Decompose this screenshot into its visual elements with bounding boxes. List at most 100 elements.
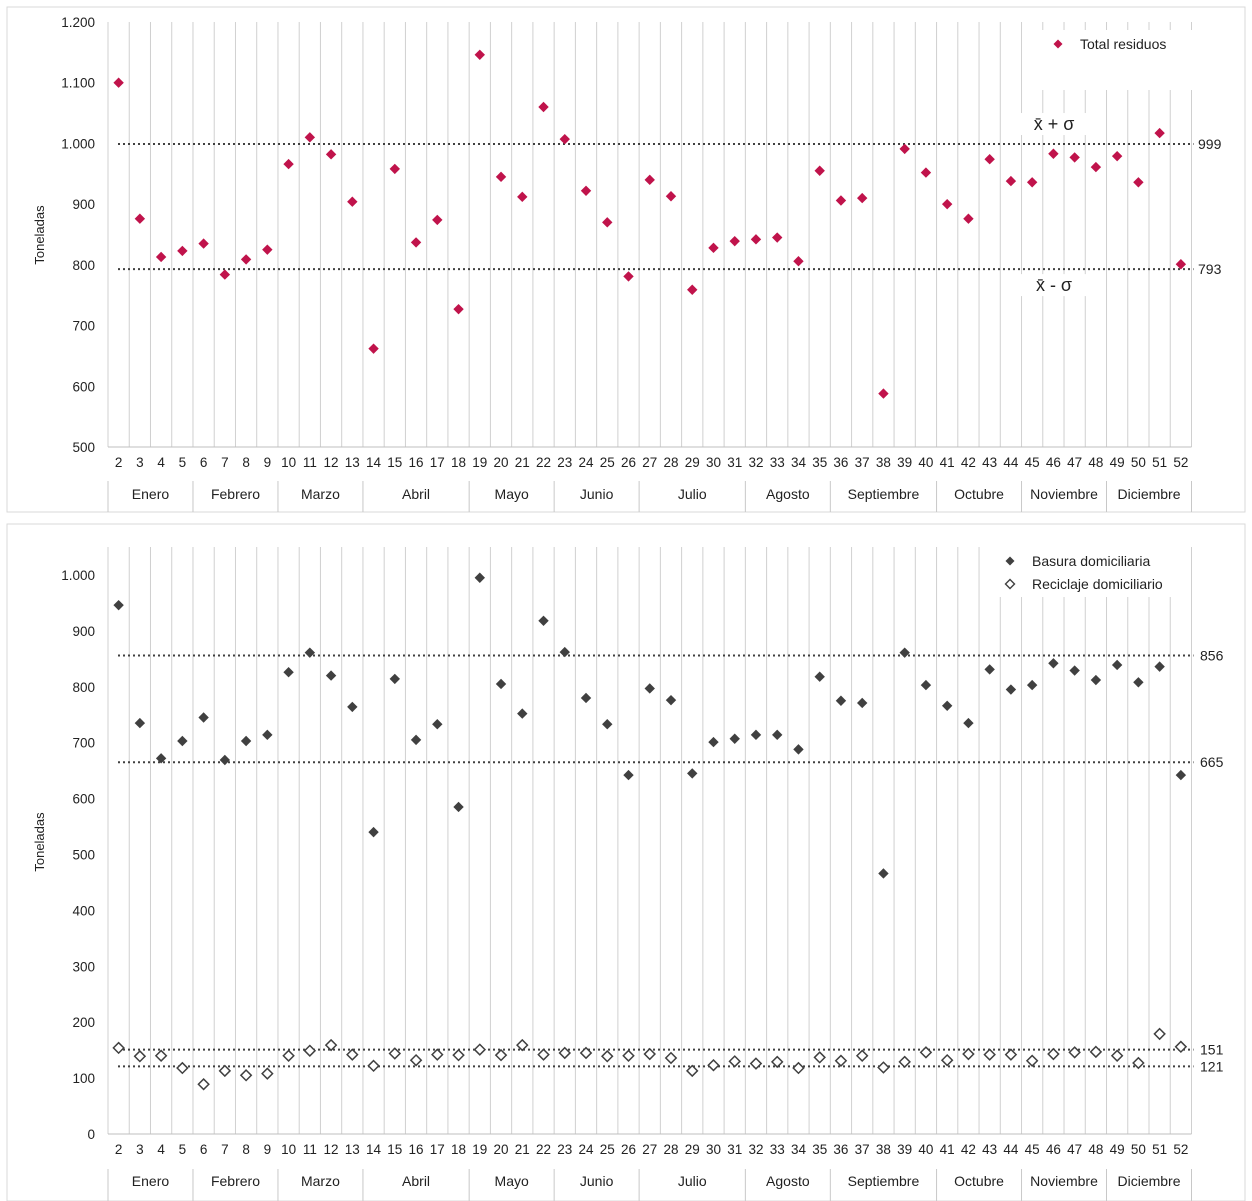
data-point — [261, 1067, 274, 1080]
x-tick-label: 35 — [812, 1142, 827, 1157]
month-label: Enero — [132, 1173, 170, 1189]
x-tick-label: 37 — [855, 1142, 870, 1157]
data-point — [1026, 679, 1038, 691]
month-label: Junio — [580, 1173, 614, 1189]
legend-marker — [1004, 578, 1016, 590]
data-point — [410, 237, 422, 248]
data-point — [708, 242, 719, 254]
data-point — [177, 735, 188, 747]
y-axis-label: Toneladas — [32, 812, 47, 872]
month-label: Marzo — [301, 486, 340, 502]
y-tick-label: 800 — [72, 680, 95, 695]
data-point — [750, 234, 762, 245]
x-tick-label: 50 — [1131, 1142, 1146, 1157]
data-point — [389, 673, 401, 685]
x-tick-label: 48 — [1088, 1142, 1103, 1157]
x-tick-label: 37 — [855, 455, 870, 470]
data-point — [728, 1055, 741, 1068]
data-point — [368, 343, 379, 354]
month-label: Octubre — [954, 486, 1004, 502]
data-point — [155, 251, 167, 263]
month-label: Febrero — [211, 486, 260, 502]
x-tick-label: 22 — [536, 455, 551, 470]
x-tick-label: 36 — [833, 455, 848, 470]
month-label: Julio — [678, 1173, 707, 1189]
x-tick-label: 21 — [515, 1142, 530, 1157]
data-point — [239, 1069, 253, 1082]
x-tick-label: 35 — [812, 455, 827, 470]
data-point — [1133, 177, 1144, 188]
data-point — [304, 132, 316, 143]
data-point — [602, 719, 613, 730]
x-tick-label: 52 — [1173, 455, 1188, 470]
x-tick-label: 8 — [242, 1142, 250, 1157]
x-tick-label: 30 — [706, 1142, 721, 1157]
data-point — [813, 1051, 826, 1064]
reference-value-label: 793 — [1198, 261, 1222, 277]
y-tick-label: 900 — [72, 197, 95, 212]
data-point — [304, 647, 316, 658]
x-tick-label: 52 — [1173, 1142, 1188, 1157]
data-point — [453, 303, 464, 315]
x-tick-label: 4 — [157, 1142, 165, 1157]
month-label: Diciembre — [1117, 1173, 1180, 1189]
data-point — [962, 1047, 975, 1061]
reference-value-label: 151 — [1200, 1042, 1224, 1058]
data-point — [325, 670, 337, 681]
data-point — [770, 1055, 784, 1069]
x-tick-label: 20 — [494, 455, 509, 470]
x-tick-label: 15 — [387, 455, 402, 470]
y-tick-label: 0 — [87, 1127, 95, 1142]
annotation-background — [1020, 113, 1088, 136]
month-label: Septiembre — [848, 486, 920, 502]
x-tick-label: 39 — [897, 455, 912, 470]
x-tick-label: 51 — [1152, 1142, 1167, 1157]
data-point — [134, 213, 146, 224]
month-label: Mayo — [495, 1173, 529, 1189]
legend-marker — [1005, 556, 1015, 566]
x-tick-label: 30 — [706, 455, 721, 470]
y-tick-label: 100 — [72, 1071, 95, 1086]
data-point — [262, 729, 273, 741]
y-tick-label: 1.000 — [61, 568, 95, 583]
data-point — [473, 1043, 487, 1056]
x-tick-label: 26 — [621, 455, 636, 470]
y-tick-label: 600 — [72, 379, 95, 394]
y-tick-label: 500 — [72, 847, 95, 862]
chart-basura-reciclaje: 0 100 200 300 400 500 600 700 800 900 1.000 Tonelad… — [6, 523, 1246, 1201]
series-reciclaje-domiciliario — [112, 1027, 1188, 1091]
x-tick-label: 12 — [324, 1142, 339, 1157]
data-point — [1111, 150, 1123, 162]
data-point — [602, 217, 613, 228]
data-point — [644, 174, 655, 186]
x-tick-label: 43 — [982, 455, 997, 470]
data-point — [941, 700, 953, 711]
reference-value-label: 121 — [1200, 1058, 1224, 1074]
data-point — [1005, 175, 1017, 187]
data-point — [346, 1048, 359, 1061]
x-tick-label: 42 — [961, 455, 976, 470]
data-point — [685, 1064, 699, 1078]
data-point — [495, 171, 507, 183]
data-point — [474, 49, 485, 60]
x-tick-label: 14 — [366, 1142, 382, 1157]
series-total-residuos — [113, 49, 1187, 399]
data-point — [1132, 1056, 1145, 1070]
x-tick-label: 6 — [200, 1142, 208, 1157]
data-point — [1069, 152, 1080, 163]
x-tick-label: 34 — [791, 455, 807, 470]
data-point — [1048, 148, 1059, 159]
x-tick-label: 34 — [791, 1142, 807, 1157]
x-tick-label: 17 — [430, 455, 445, 470]
data-point — [878, 868, 889, 879]
data-point — [155, 753, 167, 764]
x-tick-label: 13 — [345, 1142, 360, 1157]
data-point — [899, 143, 910, 155]
data-point — [283, 158, 294, 170]
x-tick-label: 27 — [642, 455, 657, 470]
x-tick-label: 48 — [1088, 455, 1103, 470]
month-label: Septiembre — [848, 1173, 920, 1189]
x-tick-label: 27 — [642, 1142, 657, 1157]
x-tick-label: 25 — [600, 1142, 615, 1157]
x-tick-label: 46 — [1046, 455, 1061, 470]
